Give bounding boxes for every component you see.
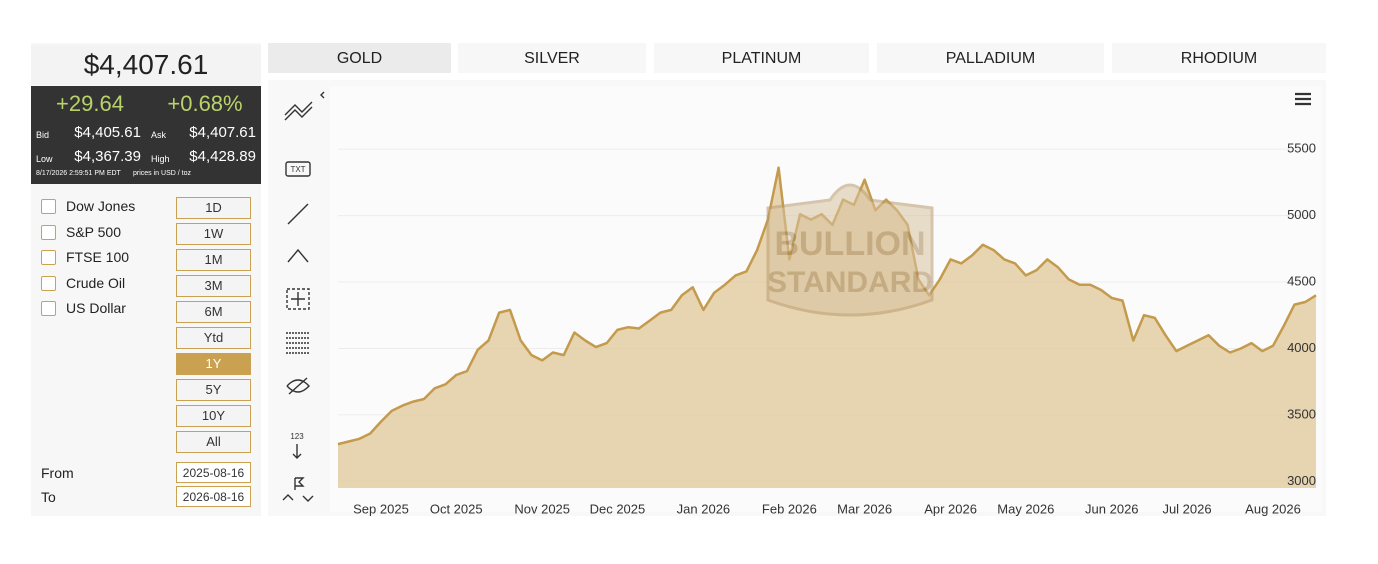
quote-box [31,86,261,184]
zoom-tool-icon[interactable] [286,288,310,310]
watermark-text: BULLION [774,225,925,263]
y-tick-label: 3000 [1287,473,1316,488]
compare-label[interactable]: US Dollar [66,300,126,316]
ask-label: Ask [151,130,167,140]
high-label: High [151,154,170,164]
range-button[interactable]: 10Y [176,405,251,427]
x-tick-label: Feb 2026 [762,501,817,516]
range-button[interactable]: 1M [176,249,251,271]
compare-checkbox[interactable] [41,224,56,240]
compare-checkbox[interactable] [41,199,56,214]
x-tick-label: Sep 2025 [353,501,409,516]
watermark-shield [766,183,934,317]
area-fill [338,167,1316,488]
toolbar [282,91,1311,502]
range-button[interactable]: Ytd [176,327,251,349]
compare-checkbox[interactable] [41,275,56,291]
units: prices in USD / toz [133,170,191,177]
bid-label: Bid [36,130,50,140]
line-tool-icon[interactable] [287,203,309,225]
metal-tab[interactable]: GOLD [268,43,451,73]
zoom-tool-cross [291,292,305,306]
y-tick-label: 3500 [1287,406,1316,421]
low: $4,367.39 [74,148,141,165]
table-tool-icon[interactable] [286,332,310,354]
x-tick-label: Nov 2025 [514,501,570,516]
toolbar-scroll[interactable] [282,494,314,502]
measure-tool-label: 123 [290,432,304,441]
y-tick-label: 5500 [1287,141,1316,156]
x-tick-label: Jun 2026 [1085,501,1139,516]
ask: $4,407.61 [189,124,256,141]
metal-tab[interactable]: SILVER [458,43,646,73]
hide-tool-icon[interactable] [286,377,310,395]
price: $4,407.61 [31,45,261,85]
x-tick-label: Jul 2026 [1162,501,1211,516]
x-tick-label: Mar 2026 [837,501,892,516]
from-label: From [41,465,74,481]
metal-tab[interactable]: PALLADIUM [877,43,1104,73]
y-tick-label: 4000 [1287,340,1316,355]
compare-label[interactable]: Crude Oil [66,274,126,291]
compare-checkbox[interactable] [41,301,56,316]
x-tick-label: Aug 2026 [1245,501,1301,516]
y-tick-label: 4500 [1287,273,1316,288]
watermark: BULLION STANDARD [766,183,934,317]
range-button[interactable]: All [176,431,251,453]
collapse-toolbar[interactable] [320,91,325,99]
text-tool-icon[interactable] [285,161,311,177]
range-button[interactable]: 5Y [176,379,251,401]
metal-tab[interactable]: RHODIUM [1112,43,1326,73]
timestamp: 8/17/2026 2:59:51 PM EDT [36,170,121,177]
flag-tool-icon[interactable] [294,477,305,490]
to-date[interactable]: 2026-08-16 [176,486,251,507]
change-percent: +0.68% [167,91,243,116]
high: $4,428.89 [189,148,256,165]
compare-checkbox[interactable] [41,250,56,265]
range-button[interactable]: 3M [176,275,251,297]
compare-label[interactable]: FTSE 100 [66,249,130,265]
change: +29.64 [56,91,124,116]
from-date[interactable]: 2025-08-16 [176,462,251,483]
range-button[interactable]: 6M [176,301,251,323]
x-tick-label: Apr 2026 [924,501,977,516]
range-button[interactable]: 1D [176,197,251,219]
range-button[interactable]: 1W [176,223,251,245]
x-tick-label: May 2026 [997,501,1054,516]
range-button[interactable]: 1Y [176,353,251,375]
x-tick-label: Jan 2026 [677,501,731,516]
x-tick-label: Dec 2025 [590,501,646,516]
pattern-tool-icon[interactable] [287,248,309,263]
y-tick-label: 5000 [1287,207,1316,222]
measure-tool-icon[interactable] [292,444,302,459]
compare-label[interactable]: Dow Jones [66,198,136,214]
compare-label[interactable]: S&P 500 [66,223,122,240]
x-tick-label: Oct 2025 [430,501,483,516]
text-tool-label: TXT [290,165,305,174]
bid: $4,405.61 [74,124,141,141]
watermark-text: STANDARD [767,266,933,299]
indicator-icon[interactable] [284,101,313,121]
menu-icon[interactable] [1295,92,1311,106]
metal-tab[interactable]: PLATINUM [654,43,869,73]
to-label: To [41,489,56,505]
low-label: Low [36,154,53,164]
